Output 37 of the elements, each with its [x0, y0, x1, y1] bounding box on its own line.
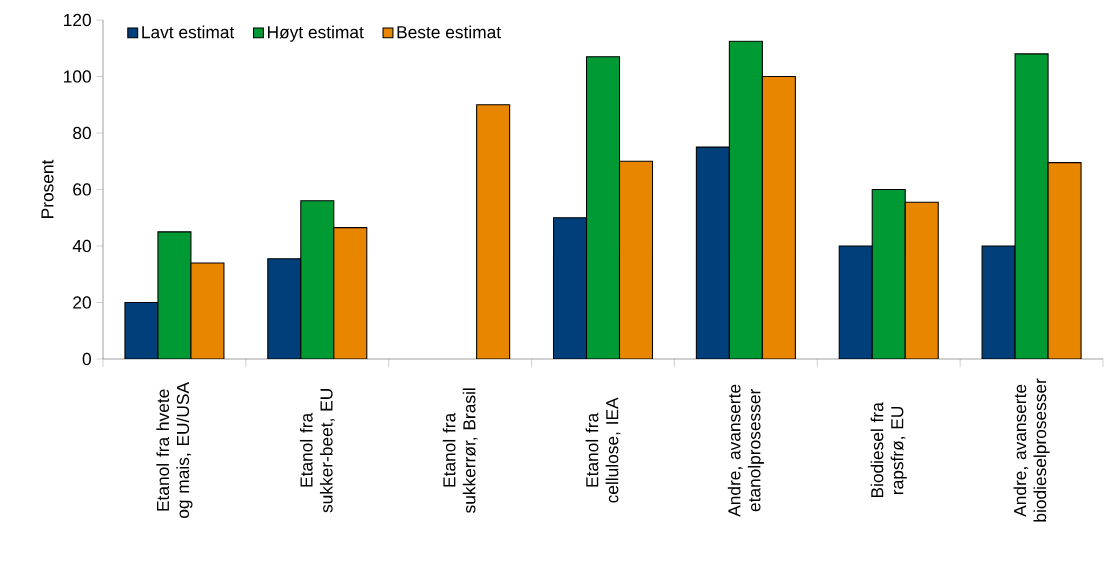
- bar: [157, 231, 192, 359]
- legend-label: Beste estimat: [397, 25, 501, 39]
- bar: [1047, 162, 1082, 359]
- bar: [124, 301, 159, 359]
- y-tick-label: 80: [73, 126, 91, 140]
- y-tick-label: 120: [64, 13, 91, 27]
- legend-label: Lavt estimat: [142, 25, 235, 39]
- x-tick-label: Andre, avanserte biodieselprosesser: [1013, 378, 1050, 522]
- y-axis-title: Prosent: [41, 159, 54, 218]
- x-tick-label: Biodiesel fra rapsfrø, EU: [870, 402, 907, 498]
- y-tick-label: 40: [72, 239, 91, 253]
- bar: [552, 217, 588, 359]
- x-tick-label: Andre, avanserte etanolprosesser: [727, 384, 764, 517]
- x-tick-label: Etanol fra cellulose, IEA: [585, 397, 621, 503]
- bar: [267, 258, 302, 359]
- bar: [618, 160, 654, 359]
- bar: [871, 188, 906, 359]
- bar: [728, 40, 763, 359]
- bar: [1014, 53, 1049, 359]
- bar: [761, 75, 796, 359]
- bar: [981, 245, 1016, 359]
- y-tick-label: 0: [82, 352, 91, 366]
- y-tick-label: 60: [73, 183, 91, 196]
- legend-label: Høyt estimat: [268, 25, 364, 42]
- bar: [838, 245, 873, 359]
- y-tick-label: 100: [64, 70, 91, 83]
- bar: [695, 146, 730, 359]
- x-tick-label: Etanol fra hvete og mais, EU/USA: [156, 382, 193, 519]
- bar: [476, 104, 511, 359]
- bar: [585, 56, 621, 359]
- y-tick-label: 20: [73, 296, 91, 309]
- bar: [904, 201, 939, 359]
- bar: [333, 227, 368, 359]
- bar: [190, 262, 225, 359]
- x-tick-label: Etanol fra sukker-beet, EU: [299, 389, 335, 513]
- bar: [300, 200, 335, 359]
- x-tick-label: Etanol fra sukkerrør, Brasil: [442, 388, 478, 513]
